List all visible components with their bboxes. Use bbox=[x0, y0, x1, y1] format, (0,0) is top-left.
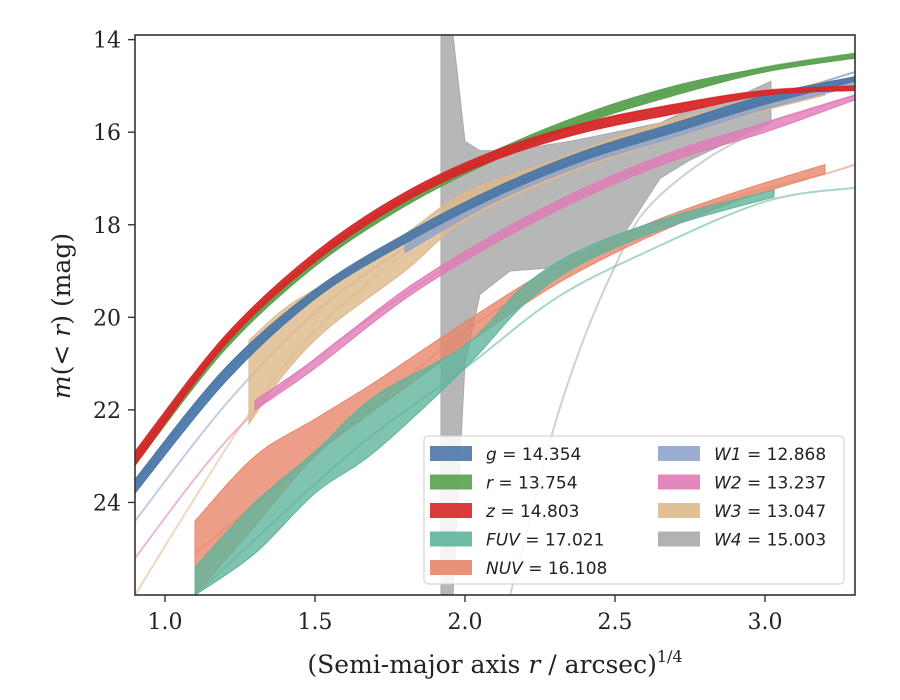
y-tick-label: 16 bbox=[93, 121, 121, 146]
bands bbox=[135, 35, 855, 595]
legend-entry-fuv: FUV = 17.021 bbox=[430, 531, 604, 551]
x-tick-label: 1.5 bbox=[298, 610, 333, 635]
legend-swatch bbox=[658, 446, 700, 461]
band-w2 bbox=[254, 94, 855, 411]
x-axis-label: (Semi-major axis r / arcsec)1/4 bbox=[307, 647, 682, 679]
legend-entry-nuv: NUV = 16.108 bbox=[430, 559, 607, 579]
legend-label: W4 = 15.003 bbox=[714, 531, 826, 551]
legend-label: NUV = 16.108 bbox=[486, 559, 607, 579]
band-z bbox=[135, 85, 855, 467]
legend-swatch bbox=[430, 560, 472, 575]
legend-entry-w2: W2 = 13.237 bbox=[658, 474, 826, 494]
band-fuv bbox=[194, 189, 775, 595]
legend-label: FUV = 17.021 bbox=[486, 531, 604, 551]
legend-label: W1 = 12.868 bbox=[714, 445, 826, 465]
legend-entry-z: z = 14.803 bbox=[430, 502, 579, 522]
legend-entry-w3: W3 = 13.047 bbox=[658, 502, 826, 522]
x-tick-label: 2.0 bbox=[448, 610, 483, 635]
legend-label: z = 14.803 bbox=[485, 502, 579, 522]
legend-swatch bbox=[430, 531, 472, 547]
legend-entry-w4: W4 = 15.003 bbox=[658, 531, 826, 551]
legend-entry-r: r = 13.754 bbox=[430, 474, 578, 494]
x-tick-label: 2.5 bbox=[598, 610, 633, 635]
legend-label: W2 = 13.237 bbox=[714, 474, 826, 494]
plot-frame bbox=[134, 34, 856, 596]
legend-swatch bbox=[658, 474, 700, 490]
x-axis: 1.0 1.5 2.0 2.5 3.0 bbox=[148, 595, 783, 635]
x-tick-label: 1.0 bbox=[148, 610, 183, 635]
legend-swatch bbox=[658, 503, 700, 518]
legend-label: g = 14.354 bbox=[486, 445, 581, 465]
y-tick-label: 18 bbox=[93, 214, 121, 239]
y-tick-label: 20 bbox=[93, 306, 121, 331]
legend-entry-g: g = 14.354 bbox=[430, 445, 581, 465]
x-tick-label: 3.0 bbox=[748, 610, 783, 635]
legend-box bbox=[423, 435, 845, 585]
y-tick-label: 24 bbox=[93, 491, 121, 516]
legend-label: r = 13.754 bbox=[486, 474, 578, 494]
legend-swatch bbox=[430, 503, 472, 518]
y-tick-label: 14 bbox=[93, 29, 121, 54]
legend-label: W3 = 13.047 bbox=[714, 502, 826, 522]
legend-swatch bbox=[430, 474, 472, 490]
y-tick-label: 22 bbox=[93, 399, 121, 424]
legend: g = 14.354 r = 13.754 z = 14.803 FUV = 17.0… bbox=[423, 435, 845, 585]
legend-swatch bbox=[430, 446, 472, 461]
legend-swatch bbox=[658, 531, 700, 547]
y-axis: 14 16 18 20 22 24 bbox=[93, 29, 135, 516]
legend-entry-w1: W1 = 12.868 bbox=[658, 445, 826, 465]
y-axis-label: m(< r) (mag) bbox=[47, 233, 76, 399]
